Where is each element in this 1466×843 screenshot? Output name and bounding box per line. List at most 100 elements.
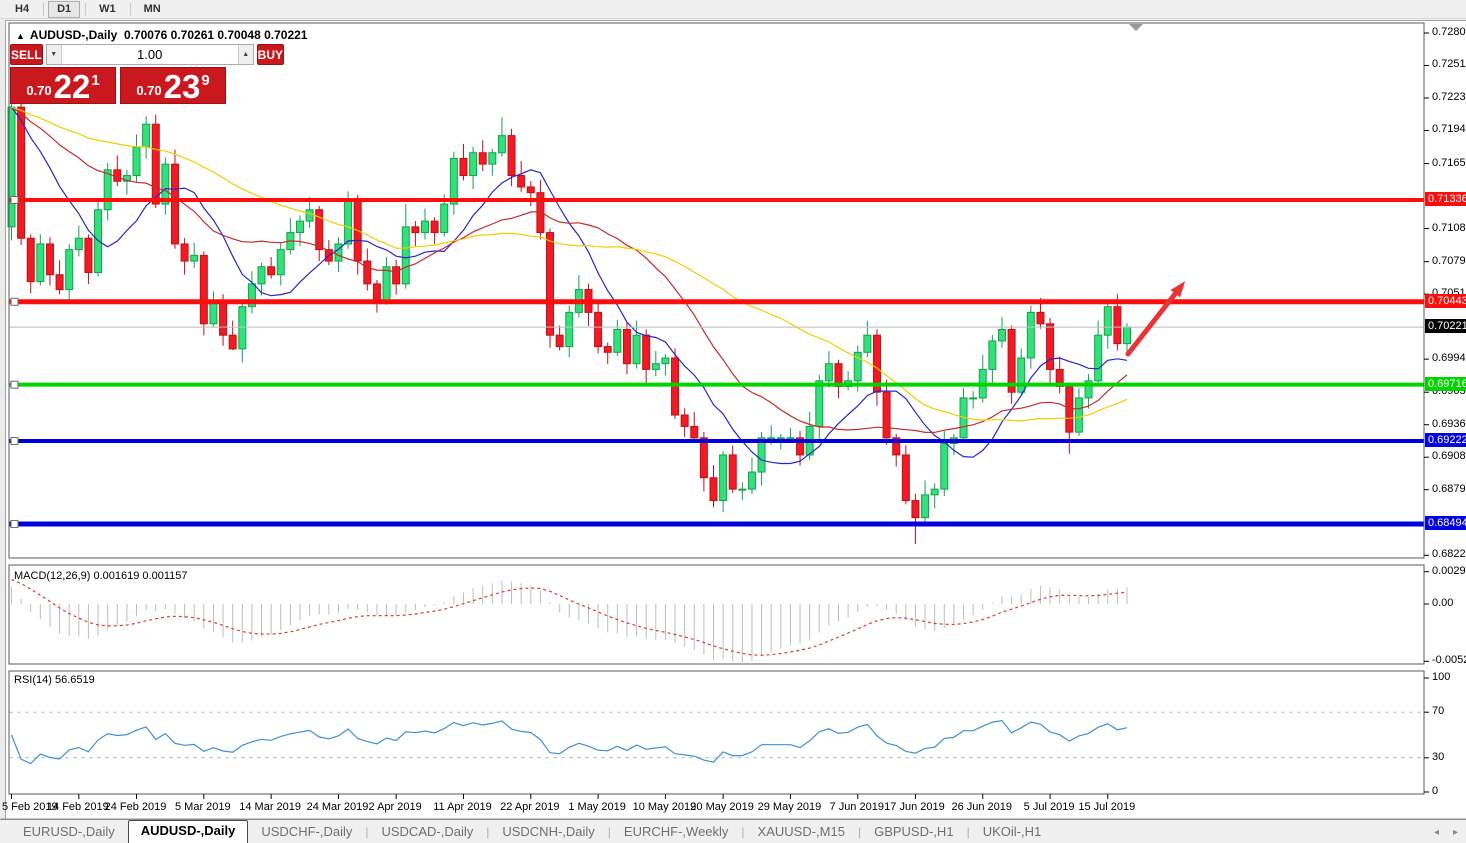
- line-anchor-marker: [10, 195, 19, 204]
- tab-usdcad-daily[interactable]: USDCAD-,Daily: [381, 824, 474, 839]
- line-anchor-marker: [10, 380, 19, 389]
- sell-price-pip: 1: [91, 72, 100, 89]
- trend-arrow-head[interactable]: [1170, 281, 1186, 298]
- toolbar-separator: [43, 2, 45, 16]
- buy-price-display[interactable]: 0.70 23 9: [120, 67, 226, 104]
- tab-xauusd-m15[interactable]: XAUUSD-,M15: [757, 824, 845, 839]
- tab-separator: |: [857, 825, 862, 839]
- date-axis-label: 24 Mar 2019: [306, 801, 369, 813]
- price-axis-label: 0.71085: [1432, 221, 1466, 234]
- tab-separator: |: [966, 825, 970, 839]
- price-axis-label: 0.70795: [1432, 254, 1466, 267]
- date-axis-label: 5 Feb 2019: [2, 801, 58, 813]
- macd-pane-border: [8, 564, 1425, 665]
- timeframe-button-h4[interactable]: H4: [15, 2, 30, 15]
- rsi-axis-label: 100: [1432, 671, 1451, 683]
- macd-values: 0.001619 0.001157: [93, 570, 188, 582]
- volume-spinner: ▼ ▲: [45, 44, 254, 65]
- buy-button[interactable]: BUY: [256, 44, 285, 65]
- price-badge: 0.71336: [1425, 191, 1466, 206]
- tab-separator: |: [365, 825, 369, 839]
- macd-axis-label: 0.00: [1432, 597, 1454, 609]
- tab-separator: |: [607, 825, 611, 839]
- rsi-axis-label: 70: [1432, 705, 1445, 718]
- sell-price-prefix: 0.70: [26, 83, 52, 98]
- macd-indicator-label: MACD(12,26,9) 0.001619 0.001157: [14, 570, 188, 582]
- tab-scroll-left-button[interactable]: ◂: [1433, 827, 1439, 838]
- line-anchor-marker: [10, 520, 19, 529]
- collapse-triangle-icon[interactable]: ▲: [16, 31, 25, 41]
- price-badge: 0.69222: [1425, 433, 1466, 448]
- buy-price-prefix: 0.70: [136, 83, 162, 98]
- sell-button[interactable]: SELL: [10, 44, 43, 65]
- macd-axis-label: 0.002962: [1432, 564, 1466, 577]
- price-badge: 0.70443: [1425, 293, 1466, 308]
- buy-price-big: 23: [163, 68, 201, 105]
- volume-input[interactable]: [61, 45, 238, 64]
- tab-audusd-daily[interactable]: AUDUSD-,Daily: [127, 820, 249, 843]
- main-pane-border: [8, 22, 1425, 559]
- tab-usdchf-daily[interactable]: USDCHF-,Daily: [261, 824, 353, 839]
- ma-mid-line: [11, 106, 1128, 433]
- line-anchor-marker: [10, 297, 19, 306]
- buy-price-pip: 9: [201, 72, 210, 89]
- macd-histogram: [11, 580, 1128, 663]
- tab-gbpusd-h1[interactable]: GBPUSD-,H1: [874, 824, 954, 839]
- tab-eurchf-weekly[interactable]: EURCHF-,Weekly: [623, 824, 729, 839]
- volume-increase-button[interactable]: ▲: [237, 45, 253, 64]
- toolbar-separator: [129, 2, 131, 16]
- rsi-value: 56.6519: [54, 674, 95, 686]
- line-anchor-marker: [10, 437, 19, 446]
- date-axis-label: 24 Feb 2019: [104, 801, 167, 813]
- date-axis-label: 14 Feb 2019: [46, 801, 109, 813]
- date-axis-label: 15 Jul 2019: [1078, 801, 1136, 813]
- date-axis-label: 10 May 2019: [632, 801, 697, 813]
- timeframe-toolbar: H4 D1 W1 MN: [0, 0, 1466, 19]
- price-axis-label: 0.71655: [1432, 156, 1466, 169]
- tab-separator: |: [741, 825, 745, 839]
- rsi-axis-label: 30: [1432, 750, 1445, 763]
- tab-scroll-right-button[interactable]: ▸: [1452, 827, 1458, 838]
- tab-scroll-controls: ◂ ▸: [1434, 828, 1458, 838]
- price-badge: 0.70221: [1425, 319, 1466, 334]
- tab-ukoil-h1[interactable]: UKOil-,H1: [982, 824, 1042, 839]
- date-axis-label: 7 Jun 2019: [829, 801, 884, 813]
- toolbar-separator: [85, 2, 87, 16]
- rsi-line: [10, 719, 1128, 765]
- date-axis-label: 22 Apr 2019: [500, 801, 560, 813]
- chart-symbol-header: ▲ AUDUSD-,Daily 0.70076 0.70261 0.70048 0…: [16, 28, 307, 42]
- tab-eurusd-daily[interactable]: EURUSD-,Daily: [23, 824, 115, 839]
- price-axis-label: 0.69365: [1432, 417, 1466, 430]
- tab-separator: |: [486, 825, 490, 839]
- rsi-indicator-label: RSI(14) 56.6519: [14, 674, 95, 686]
- date-axis-label: 29 May 2019: [757, 801, 822, 813]
- date-axis-label: 5 Jul 2019: [1023, 801, 1075, 813]
- volume-decrease-button[interactable]: ▼: [46, 45, 62, 64]
- rsi-axis-label: 0: [1432, 785, 1439, 797]
- sell-price-big: 22: [53, 68, 91, 105]
- chart-shift-marker[interactable]: [1129, 24, 1143, 31]
- timeframe-button-mn[interactable]: MN: [143, 2, 161, 15]
- macd-axis-label: -0.005255: [1432, 654, 1466, 667]
- date-axis-label: 11 Apr 2019: [433, 801, 492, 813]
- ma-slow-line: [11, 106, 1128, 422]
- rsi-pane-border: [8, 670, 1425, 795]
- chart-window[interactable]: ▲ AUDUSD-,Daily 0.70076 0.70261 0.70048 0…: [1, 20, 1466, 820]
- timeframe-button-d1[interactable]: D1: [48, 0, 81, 18]
- sell-price-display[interactable]: 0.70 22 1: [10, 67, 116, 104]
- trend-arrow-shaft[interactable]: [1125, 291, 1178, 357]
- chart-tab-bar: EURUSD-,Daily AUDUSD-,Daily USDCHF-,Daily |…: [0, 819, 1466, 843]
- date-axis-label: 5 Mar 2019: [174, 801, 231, 813]
- tab-usdcnh-daily[interactable]: USDCNH-,Daily: [502, 824, 595, 839]
- timeframe-button-w1[interactable]: W1: [99, 2, 116, 15]
- chart-ohlc-values: 0.70076 0.70261 0.70048 0.70221: [123, 28, 308, 42]
- price-axis-label: 0.71945: [1432, 123, 1466, 136]
- chart-title: AUDUSD-,Daily: [29, 28, 118, 42]
